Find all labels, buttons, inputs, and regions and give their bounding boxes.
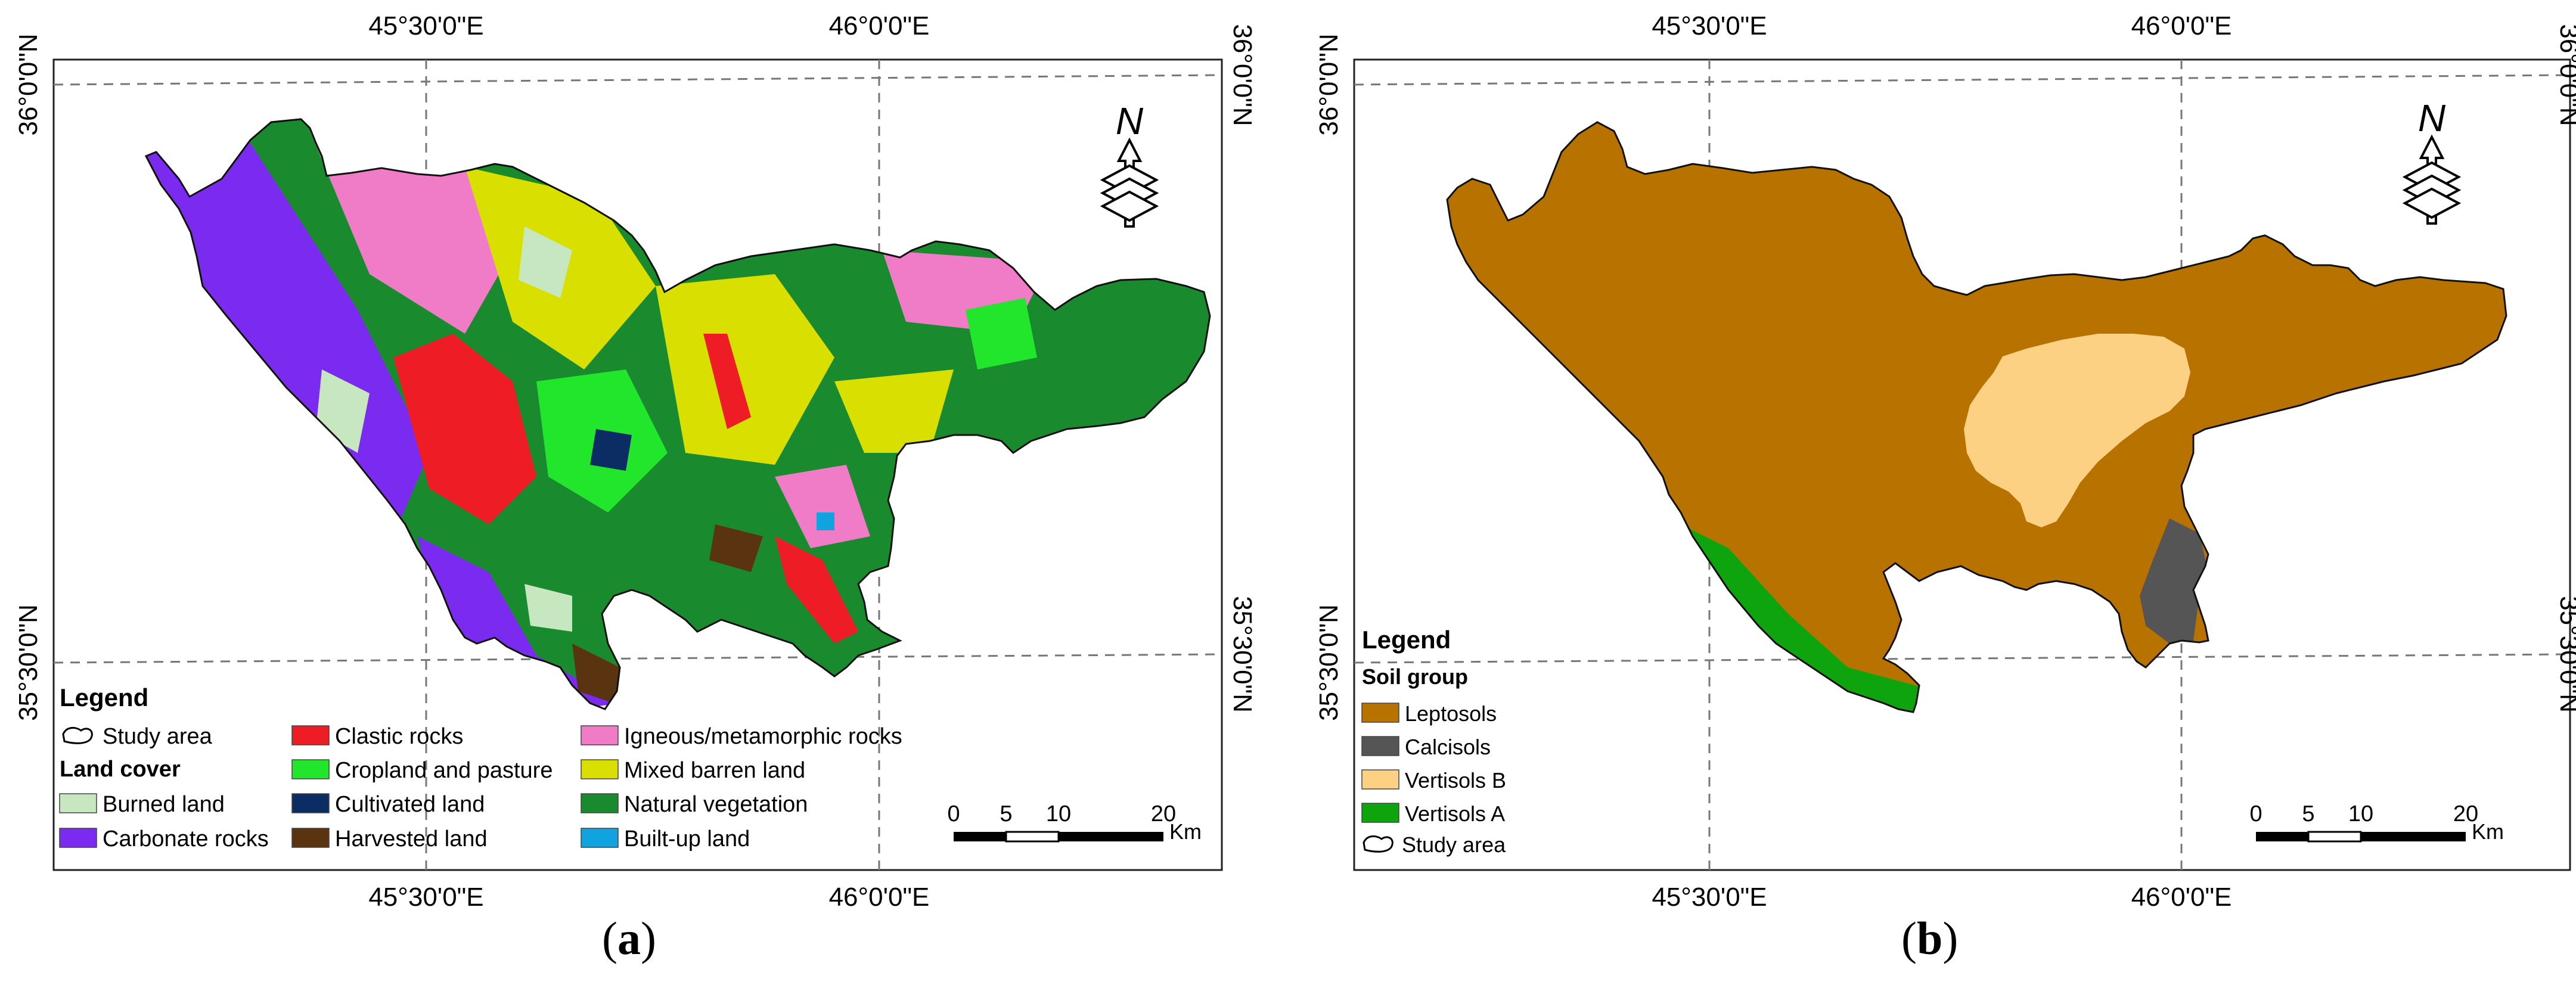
legend-a-swatch-8	[581, 793, 619, 813]
legend-a-label-8: Natural vegetation	[624, 792, 808, 817]
legend-a-title: Legend	[60, 683, 148, 712]
map-a-parallel-2	[53, 653, 1222, 664]
legend-a-swatch-1	[59, 828, 97, 848]
legend-b-swatch-3	[1361, 803, 1399, 823]
legend-b-section-title: Soil group	[1362, 664, 1468, 689]
legend-a-swatch-2	[291, 725, 330, 745]
north-label-a: N	[1116, 100, 1144, 142]
legend-a-label-0: Burned land	[103, 792, 225, 817]
legend-a-label-5: Harvested land	[335, 827, 488, 852]
scale-b-tick-0: 0	[2249, 801, 2262, 827]
north-label-b: N	[2418, 97, 2446, 139]
scale-bar-b: 0 5 10 20 Km	[2249, 801, 2504, 844]
map-b-right-tick-1: 36°0'0"N	[2555, 24, 2576, 126]
scale-b-unit: Km	[2472, 819, 2504, 844]
legend-b-swatch-1	[1361, 736, 1399, 756]
map-a-bottom-tick-1: 45°30'0"E	[368, 883, 483, 912]
scale-a-tick-10: 10	[1046, 801, 1071, 827]
scale-a-unit: Km	[1169, 819, 1202, 844]
map-b-left-tick-2: 35°30'0"N	[1314, 604, 1343, 721]
study-area-swatch-a	[62, 727, 93, 744]
legend-b-label-1: Calcisols	[1405, 735, 1491, 759]
map-a-left-tick-1: 36°0'0"N	[14, 33, 43, 135]
map-a-right-tick-1: 36°0'0"N	[1228, 24, 1257, 126]
legend-b-title: Legend	[1362, 626, 1451, 654]
legend-a-label-1: Carbonate rocks	[103, 827, 269, 852]
scale-a-tick-0: 0	[947, 801, 960, 827]
panel-label-a: (a)	[602, 912, 656, 964]
legend-a-label-6: Igneous/metamorphic rocks	[624, 724, 902, 749]
scale-b-tick-20: 20	[2453, 801, 2478, 827]
vertisols-b-area	[1964, 334, 2190, 527]
scale-b-tick-5: 5	[2302, 801, 2314, 827]
legend-a-label-3: Cropland and pasture	[335, 758, 553, 783]
scale-bar-a: 0 5 10 20 Km	[947, 801, 1202, 844]
map-b-bottom-tick-1: 45°30'0"E	[1652, 883, 1767, 912]
scale-a-tick-5: 5	[1000, 801, 1012, 827]
legend-a-study-area: Study area	[103, 724, 213, 749]
map-b-parallel-1	[1354, 74, 2571, 86]
legend-a-swatch-3	[291, 759, 330, 779]
legend-b-label-2: Vertisols B	[1405, 768, 1506, 793]
legend-a-label-7: Mixed barren land	[624, 758, 805, 783]
legend-a-swatch-4	[291, 793, 330, 813]
map-a-left-tick-2: 35°30'0"N	[14, 604, 43, 721]
north-arrow-b: N	[2402, 97, 2462, 225]
land-cover-map: 45°30'0"E 46°0'0"E 45°30'0"E 46°0'0"E 36…	[14, 11, 1257, 912]
scale-a-tick-20: 20	[1151, 801, 1176, 827]
legend-b-swatch-2	[1361, 769, 1399, 790]
map-a-top-tick-1: 45°30'0"E	[368, 11, 483, 41]
map-b-bottom-tick-2: 46°0'0"E	[2131, 883, 2232, 912]
map-b-left-tick-1: 36°0'0"N	[1314, 33, 1343, 135]
legend-b-study-area: Study area	[1402, 832, 1506, 857]
legend-a: Legend Study area Land cover Burned land…	[59, 683, 902, 852]
legend-a-label-4: Cultivated land	[335, 792, 485, 817]
legend-a-swatch-5	[291, 828, 330, 848]
map-a-parallel-1	[53, 74, 1222, 86]
scale-b-tick-10: 10	[2348, 801, 2373, 827]
map-a-bottom-tick-2: 46°0'0"E	[829, 883, 930, 912]
legend-b-label-0: Leptosols	[1405, 701, 1497, 726]
north-arrow-a: N	[1100, 100, 1159, 228]
panel-label-b: (b)	[1901, 912, 1959, 964]
map-b-top-tick-1: 45°30'0"E	[1652, 11, 1767, 41]
map-b-parallel-2	[1354, 653, 2571, 664]
soil-group-map: 45°30'0"E 46°0'0"E 45°30'0"E 46°0'0"E 36…	[1314, 11, 2576, 912]
legend-b-label-3: Vertisols A	[1405, 801, 1505, 826]
calcisols-area	[2140, 518, 2208, 644]
legend-b-swatch-0	[1361, 703, 1399, 723]
map-a-top-tick-2: 46°0'0"E	[829, 11, 930, 41]
legend-a-swatch-7	[581, 759, 619, 779]
legend-a-label-2: Clastic rocks	[335, 724, 463, 749]
map-a-right-tick-2: 35°30'0"N	[1228, 596, 1257, 713]
map-b-right-tick-2: 35°30'0"N	[2555, 596, 2576, 713]
map-b-top-tick-2: 46°0'0"E	[2131, 11, 2232, 41]
legend-a-swatch-9	[581, 828, 619, 848]
legend-b: Legend Soil group Leptosols Calcisols Vert…	[1361, 626, 1506, 857]
legend-a-swatch-6	[581, 725, 619, 745]
legend-a-swatch-0	[59, 793, 97, 813]
study-area-swatch-b	[1363, 835, 1393, 853]
legend-a-section-title: Land cover	[60, 757, 181, 782]
legend-a-label-9: Built-up land	[624, 827, 750, 852]
